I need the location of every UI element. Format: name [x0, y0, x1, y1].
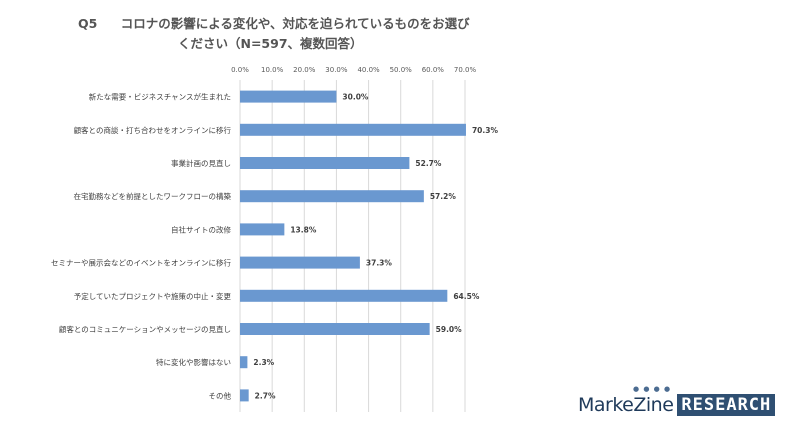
- bar: [240, 289, 448, 302]
- category-label: 顧客とのコミュニケーションやメッセージの見直し: [59, 324, 231, 334]
- value-label: 64.5%: [453, 292, 480, 301]
- logo-markezine: ● ● ● ● MarkeZine: [578, 385, 674, 416]
- x-tick-label: 0.0%: [231, 66, 249, 74]
- value-label: 70.3%: [472, 126, 499, 135]
- category-label: 在宅勤務などを前提としたワークフローの構築: [74, 191, 232, 201]
- x-tick-label: 70.0%: [454, 66, 477, 74]
- logo-dots: ● ● ● ●: [633, 385, 672, 393]
- category-label: 新たな需要・ビジネスチャンスが生まれた: [89, 92, 231, 102]
- category-label: 予定していたプロジェクトや施策の中止・変更: [74, 291, 232, 301]
- brand-logo: ● ● ● ● MarkeZine RESEARCH: [578, 385, 776, 418]
- bar: [240, 190, 424, 203]
- logo-text-markezine: MarkeZine: [578, 394, 674, 416]
- bar: [240, 123, 466, 136]
- value-label: 2.7%: [255, 391, 276, 400]
- bar: [240, 90, 337, 103]
- category-label: 自社サイトの改修: [171, 224, 231, 234]
- category-label: 事業計画の見直し: [171, 158, 231, 168]
- bar: [240, 223, 285, 236]
- value-label: 2.3%: [253, 358, 274, 367]
- category-label: 特に変化や影響はない: [156, 357, 231, 367]
- category-label: 顧客との商談・打ち合わせをオンラインに移行: [74, 125, 232, 135]
- x-tick-label: 60.0%: [422, 66, 445, 74]
- title-line-2: ください（N=597、複数回答）: [178, 36, 363, 51]
- value-label: 37.3%: [366, 259, 393, 268]
- category-label: その他: [209, 390, 232, 400]
- bar: [240, 157, 410, 169]
- title-line-1: コロナの影響による変化や、対応を迫られているものをお選び: [120, 16, 470, 31]
- logo-research: RESEARCH: [677, 394, 776, 416]
- x-tick-label: 10.0%: [261, 66, 284, 74]
- chart-title: Q5 コロナの影響による変化や、対応を迫られているものをお選び ください（N=5…: [78, 14, 498, 54]
- bar: [240, 389, 249, 402]
- question-number: Q5: [78, 16, 98, 31]
- value-label: 59.0%: [436, 325, 463, 334]
- x-tick-label: 20.0%: [293, 66, 316, 74]
- x-tick-label: 30.0%: [325, 66, 348, 74]
- value-label: 30.0%: [342, 93, 369, 102]
- bar: [240, 256, 360, 269]
- category-label: セミナーや展示会などのイベントをオンラインに移行: [51, 258, 231, 268]
- value-label: 13.8%: [290, 225, 317, 234]
- x-tick-label: 40.0%: [357, 66, 380, 74]
- bar: [240, 356, 248, 369]
- value-label: 52.7%: [415, 159, 442, 168]
- x-tick-label: 50.0%: [390, 66, 413, 74]
- value-label: 57.2%: [430, 192, 457, 201]
- bar: [240, 323, 430, 335]
